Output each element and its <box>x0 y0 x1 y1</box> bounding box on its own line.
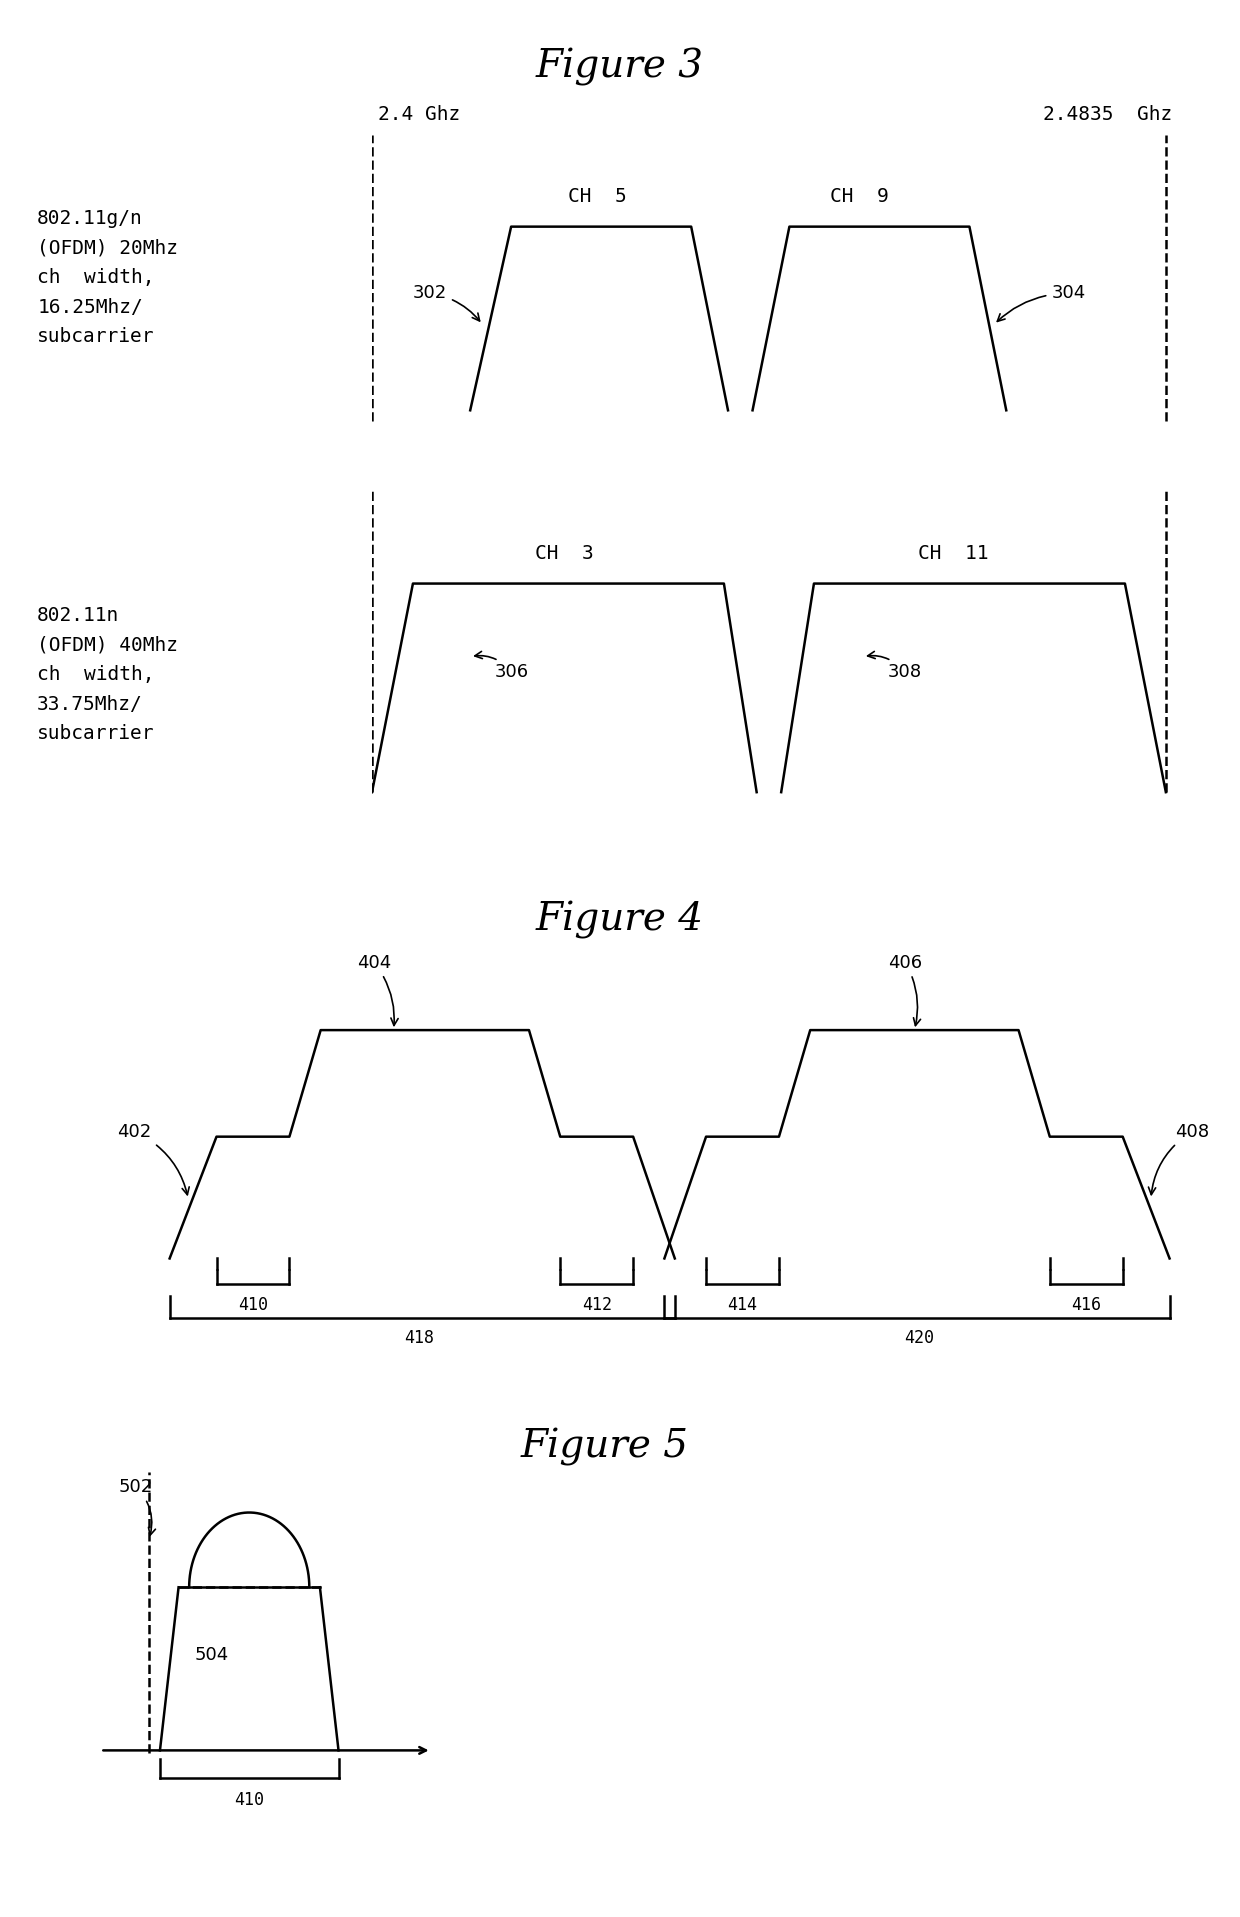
Text: 420: 420 <box>905 1330 935 1348</box>
Text: 404: 404 <box>357 953 398 1026</box>
Text: 412: 412 <box>582 1296 611 1313</box>
Text: 802.11n
(OFDM) 40Mhz
ch  width,
33.75Mhz/
subcarrier: 802.11n (OFDM) 40Mhz ch width, 33.75Mhz/… <box>37 606 179 744</box>
Text: 414: 414 <box>728 1296 758 1313</box>
Text: 306: 306 <box>475 652 529 681</box>
Text: 418: 418 <box>404 1330 434 1348</box>
Text: 410: 410 <box>238 1296 268 1313</box>
Text: 2.4 Ghz: 2.4 Ghz <box>378 105 460 125</box>
Text: CH  3: CH 3 <box>534 544 594 564</box>
Text: 416: 416 <box>1071 1296 1101 1313</box>
Text: 308: 308 <box>868 652 921 681</box>
Text: 408: 408 <box>1148 1123 1209 1194</box>
Text: CH  5: CH 5 <box>568 188 626 207</box>
Text: 402: 402 <box>118 1123 190 1194</box>
Text: 504: 504 <box>195 1647 229 1664</box>
Text: Figure 4: Figure 4 <box>536 901 704 939</box>
Text: CH  11: CH 11 <box>918 544 988 564</box>
Text: 2.4835  Ghz: 2.4835 Ghz <box>1043 105 1172 125</box>
Text: 302: 302 <box>413 284 480 320</box>
Text: 410: 410 <box>234 1790 264 1810</box>
Text: 304: 304 <box>997 284 1085 322</box>
Text: 406: 406 <box>888 953 923 1026</box>
Text: 802.11g/n
(OFDM) 20Mhz
ch  width,
16.25Mhz/
subcarrier: 802.11g/n (OFDM) 20Mhz ch width, 16.25Mh… <box>37 209 179 347</box>
Text: Figure 5: Figure 5 <box>521 1428 688 1467</box>
Text: CH  9: CH 9 <box>830 188 888 207</box>
Text: Figure 3: Figure 3 <box>536 48 704 86</box>
Text: 502: 502 <box>119 1478 155 1536</box>
